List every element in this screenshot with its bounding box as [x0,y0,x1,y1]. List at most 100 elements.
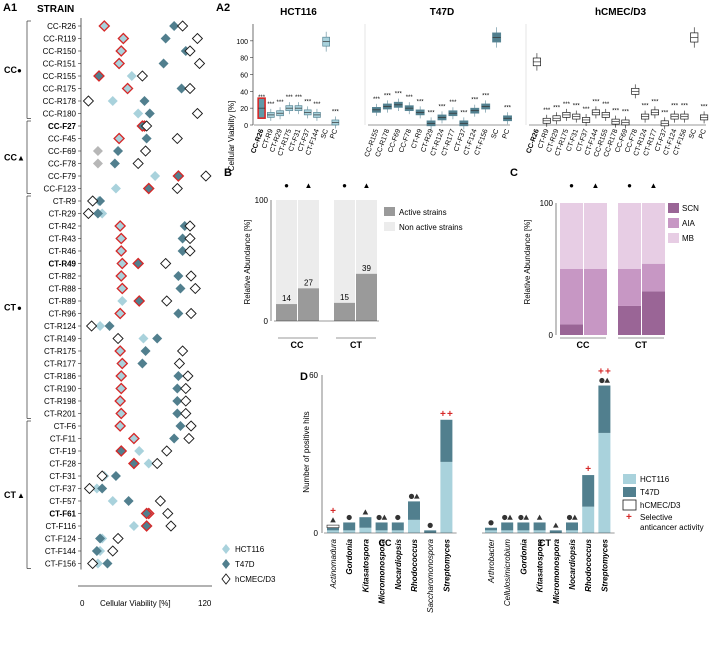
d-marker-circle [395,514,401,521]
b-bar-nonactive [276,200,297,305]
a2-sig-stars: *** [384,93,392,99]
a1-strain-label: CC-R150 [43,47,77,56]
d-bar-segment [327,527,339,531]
d-bar-segment [408,501,420,520]
d-selective-plus: + [447,409,453,420]
a1-group-name: CC [4,65,17,75]
c-ytick-label: 0 [549,331,554,340]
a1-point-t47d [173,308,184,319]
a1-point-hct116 [114,420,127,432]
a1-point-hct116 [117,296,128,306]
a1-strain-label: CT-F28 [49,460,76,469]
d-bar-segment [343,530,356,533]
c-legend: SCN AIA MB [668,203,699,243]
a1-strain-label: CT-F156 [45,560,77,569]
d-bar-segment [549,530,562,533]
a1-point-t47d [95,533,106,544]
d-marker-circle [518,514,524,521]
a2-ytick-label: 40 [240,89,248,96]
a1-point-hcmec [180,395,192,407]
d-legend-selective-2: anticancer activity [640,523,704,532]
d-marker-circle [408,493,415,499]
d-marker-circle [488,520,494,526]
d-bar-segment [501,522,514,531]
b-bar-nonactive [334,200,355,303]
a1-point-hct116 [107,96,118,106]
a2-sig-stars: *** [592,99,600,105]
panel-b-label: B [224,167,232,179]
a2-sig-stars: *** [543,108,551,114]
a2-sig-stars: *** [651,99,659,105]
a1-strain-label: CT-F37 [49,485,76,494]
b-bar-nonactive [298,200,319,289]
b-legend-nonactive: Non active strains [399,223,463,232]
a2-sig-stars: *** [428,110,436,116]
d-genus-label: Rhodococcus [410,538,419,591]
a1-point-hct116 [115,45,128,57]
d-selective-plus: + [585,464,591,475]
a1-strain-label: CT-R46 [48,247,76,256]
a2-sig-stars: *** [622,109,630,115]
c-col-symbol: ● [627,181,632,190]
d-genus-label: Nocardiopsis [568,538,577,589]
a1-group-name: CC [4,152,17,162]
legend-t47d-diamond [222,559,230,569]
b-bar-active [334,302,355,321]
a1-point-hct116 [92,158,103,169]
c-ytick-label: 100 [540,199,554,208]
a2-panel-title: HCT116 [280,7,317,18]
b-ytick-label: 0 [264,317,269,326]
a2-sig-stars: *** [373,97,381,103]
a1-strain-label: CC-R26 [47,22,76,31]
a1-strain-label: CC-R119 [43,35,76,44]
d-genus-label: Nocardiopsis [394,538,403,589]
panel-d-label: D [300,371,308,383]
a2-sig-stars: *** [449,100,457,106]
a1-strain-label: CT-F11 [50,435,77,444]
a1-point-hct116 [134,446,145,456]
a1-point-hcmec [173,357,186,370]
a1-point-hct116 [98,20,111,32]
d-marker-circle [599,377,605,384]
a1-point-hcmec [185,307,197,320]
a2-sig-stars: *** [304,99,312,105]
d-selective-plus: + [605,367,611,378]
d-bar-segment [598,432,611,533]
legend-d-hct116-swatch [623,474,636,484]
a1-point-hct116 [121,82,134,95]
d-bar-segment [566,530,578,533]
d-bar-segment [517,522,530,531]
a2-sig-stars: *** [313,102,321,108]
a1-point-hcmec [82,95,95,107]
a1-point-t47d [175,283,186,294]
a1-point-t47d [109,158,120,169]
a1-point-hct116 [115,245,128,257]
a2-x-label: PC [329,128,339,140]
a1-point-hcmec [184,45,196,57]
a1-point-t47d [133,295,146,307]
a1-point-hcmec [83,482,96,495]
a1-point-hcmec [184,232,196,245]
a1-point-hct116 [115,232,128,245]
a1-group-name: CT [4,302,16,312]
a1-point-t47d [172,396,183,406]
legend-active-swatch [384,207,395,216]
a1-group-symbol: ▲ [17,491,25,500]
a1-point-t47d [173,271,184,281]
d-marker-triangle [381,514,388,520]
d-marker-circle [376,514,382,521]
c-col-symbol: ▲ [592,181,600,190]
d-marker-triangle [330,517,336,523]
a2-sig-stars: *** [612,109,620,115]
a1-point-hcmec [184,245,196,257]
c-bar-segment [560,324,583,335]
d-marker-triangle [523,514,529,520]
a2-sig-stars: *** [286,95,294,101]
a1-strain-label: CT-R82 [48,272,76,281]
a1-point-hct116 [114,345,127,357]
a1-strain-label: CT-R49 [48,260,76,269]
a1-point-hcmec [182,370,194,382]
a1-strain-label: CC-R151 [43,60,77,69]
a2-ylabel: Cellular Viability [%] [227,101,236,172]
b-group-label: CC [291,340,304,350]
